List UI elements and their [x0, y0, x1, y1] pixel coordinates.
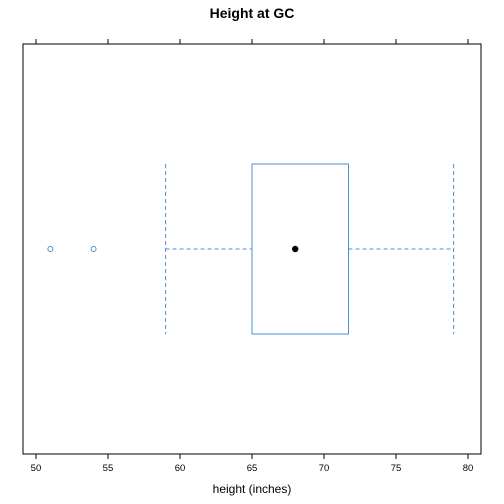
chart-title: Height at GC [210, 5, 295, 21]
x-tick-label: 60 [175, 463, 186, 474]
x-tick-label: 70 [319, 463, 330, 474]
x-tick-label: 80 [463, 463, 474, 474]
x-tick-label: 50 [31, 463, 42, 474]
x-tick-label: 65 [247, 463, 258, 474]
x-axis-label: height (inches) [213, 482, 292, 496]
outlier-point [47, 246, 54, 252]
x-tick-label: 75 [391, 463, 402, 474]
box-iqr [251, 163, 349, 335]
x-tick-label: 55 [103, 463, 114, 474]
box-group [47, 163, 455, 335]
outlier-point [90, 246, 97, 252]
x-axis-bottom: 50 55 60 65 70 75 80 [31, 454, 474, 474]
median-point [292, 245, 299, 253]
x-axis-top [35, 39, 469, 44]
